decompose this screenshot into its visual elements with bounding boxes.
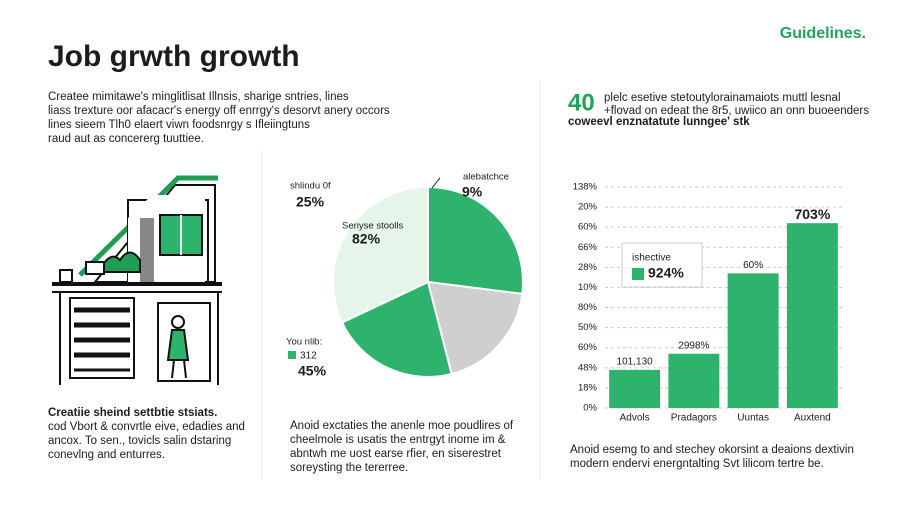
pie-annotation: alebatchce [463,172,509,183]
bar [668,353,720,408]
intro-line: liass trexture oor afacacr's energy off … [48,105,390,117]
bar [609,369,661,408]
caption-line: cheelmole is usatis the entrgyt inome im… [290,434,506,446]
stat-line: +flovad on edeat the 8r5, uwiico an onn … [604,105,869,117]
pie-annotation: 82% [352,231,381,247]
caption-line: cod Vbort & convrtle eive, edadies and [48,421,245,433]
pie-annotation: 312 [300,351,317,362]
caption-heading: Creatiie sheind settbtie stsiats. [48,407,217,419]
y-tick-label: 60% [578,222,598,233]
bar-annotation: 703% [794,206,830,222]
pie-slice [427,185,524,296]
x-tick-label: Pradagors [671,413,717,424]
legend-name: ishective [632,253,671,264]
x-tick-label: Advols [620,413,650,424]
bar-annotation: 60% [743,260,763,271]
intro-line: Createe mimitawe's minglitlisat Illnsis,… [48,91,349,103]
y-tick-label: 18% [578,382,598,393]
caption-left: Creatiie sheind settbtie stsiats. cod Vb… [48,407,245,461]
stat-number: 40 [568,89,595,116]
bar [727,273,779,408]
caption-right: Anoid esemg to and stechey okorsint a de… [570,444,854,470]
x-tick-label: Uuntas [737,413,769,424]
y-tick-label: 80% [578,302,598,313]
brand: Guidelines. [780,25,866,42]
legend-swatch [632,268,644,280]
y-tick-label: 138% [573,182,598,193]
pie-annotation: shlindu 0f [290,181,331,192]
pie-slice [340,280,453,378]
caption-line: modern endervi energntalting Svt lilicom… [570,458,824,470]
y-tick-label: 60% [578,342,598,353]
stat-line: plelc esetive stetoutylorainamaiots mutt… [604,92,841,104]
caption-line: ancox. To sen., tovicls salin dstaring [48,435,231,447]
y-tick-label: 66% [578,242,598,253]
y-tick-label: 50% [578,322,598,333]
page-title: Job grwth growth [48,40,300,73]
pie-annotation: Senyse stoolls [342,221,404,232]
pie-slice [426,280,524,376]
y-tick-label: 28% [578,262,598,273]
bar-annotation: 101,130 [617,356,654,367]
bar-annotation: 2998% [678,340,709,351]
caption-line: abntwh me uost earse rfier, en siserestr… [290,448,502,460]
caption-line: Anoid exctaties the anenle moe poudlires… [290,420,514,432]
intro-line: lines sieem Tlh0 elaert viwn foodsnrgy s… [48,119,310,131]
house-illustration [52,175,222,385]
leader-line [431,177,441,189]
stat-bold-line: coweevl enznatatute lunngee' stk [568,116,750,128]
caption-line: conevlng and enturres. [48,449,165,461]
caption-line: soreysting the tererree. [290,462,408,474]
legend-value: 924% [648,265,684,281]
caption-middle: Anoid exctaties the anenle moe poudlires… [290,420,514,474]
y-tick-label: 0% [583,403,597,414]
y-tick-label: 10% [578,282,598,293]
pie-annotation: You nlib: [286,337,322,348]
caption-line: Anoid esemg to and stechey okorsint a de… [570,444,854,456]
x-tick-label: Auxtend [794,413,831,424]
bar [786,223,838,408]
y-tick-label: 48% [578,362,598,373]
intro: Createe mimitawe's minglitlisat Illnsis,… [48,91,390,145]
legend-swatch [288,351,296,359]
pie-annotation: 45% [298,363,327,379]
intro-line: raud aut as concererg tuuttiee. [48,133,204,145]
pie-slice [332,185,429,324]
pie-annotation: 25% [296,194,325,210]
pie-annotation: 9% [462,184,483,200]
y-tick-label: 20% [578,202,598,213]
